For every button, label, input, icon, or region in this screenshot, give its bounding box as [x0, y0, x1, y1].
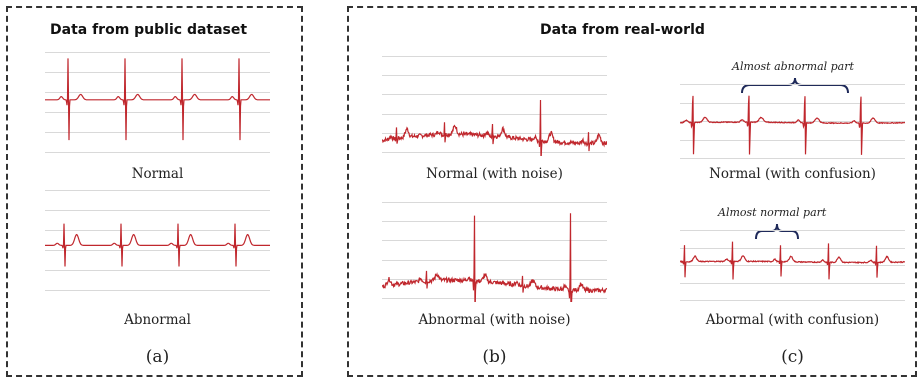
realworld-panel [347, 6, 917, 377]
ecg-trace [382, 213, 607, 302]
ecg-normal-public-svg [45, 52, 270, 153]
caption-normal-confusion: Normal (with confusion) [709, 166, 876, 182]
ecg-normal-noise-svg [382, 56, 607, 156]
ecg-trace [382, 99, 607, 156]
ecg-normal-confusion [680, 80, 905, 162]
ecg-abnormal-public-svg [45, 190, 270, 291]
caption-abnormal-confusion: Abormal (with confusion) [705, 312, 880, 328]
annotation-almost-normal-text: Almost normal part [718, 206, 827, 219]
annotation-almost-abnormal-text: Almost abnormal part [732, 60, 854, 73]
brace-almost-normal [755, 223, 799, 240]
ecg-normal-noise [382, 52, 607, 156]
annotation-almost-normal: Almost normal part [718, 206, 826, 219]
brace-almost-abnormal [741, 77, 849, 94]
ecg-normal-confusion-svg [680, 84, 905, 159]
ecg-trace [680, 241, 905, 280]
ecg-abnormal-noise-svg [382, 202, 607, 302]
ecg-abnormal-public [45, 186, 270, 294]
subfigure-label-b: (b) [482, 347, 507, 367]
public-panel-title: Data from public dataset [50, 22, 248, 38]
ecg-abnormal-confusion-svg [680, 230, 905, 301]
ecg-normal-public [45, 48, 270, 156]
subfigure-label-a: (a) [145, 347, 170, 367]
ecg-trace [45, 58, 270, 141]
realworld-panel-title: Data from real-world [540, 22, 705, 38]
caption-abnormal-noise: Abnormal (with noise) [418, 312, 571, 328]
annotation-almost-abnormal: Almost abnormal part [732, 60, 854, 73]
ecg-trace [45, 223, 270, 267]
subfigure-label-c: (c) [781, 347, 804, 367]
caption-normal: Normal [131, 166, 184, 182]
ecg-abnormal-confusion [680, 226, 905, 304]
caption-normal-noise: Normal (with noise) [426, 166, 563, 182]
ecg-abnormal-noise [382, 198, 607, 302]
ecg-trace [680, 95, 905, 155]
public-dataset-panel [6, 6, 303, 377]
caption-abnormal: Abnormal [124, 312, 191, 328]
